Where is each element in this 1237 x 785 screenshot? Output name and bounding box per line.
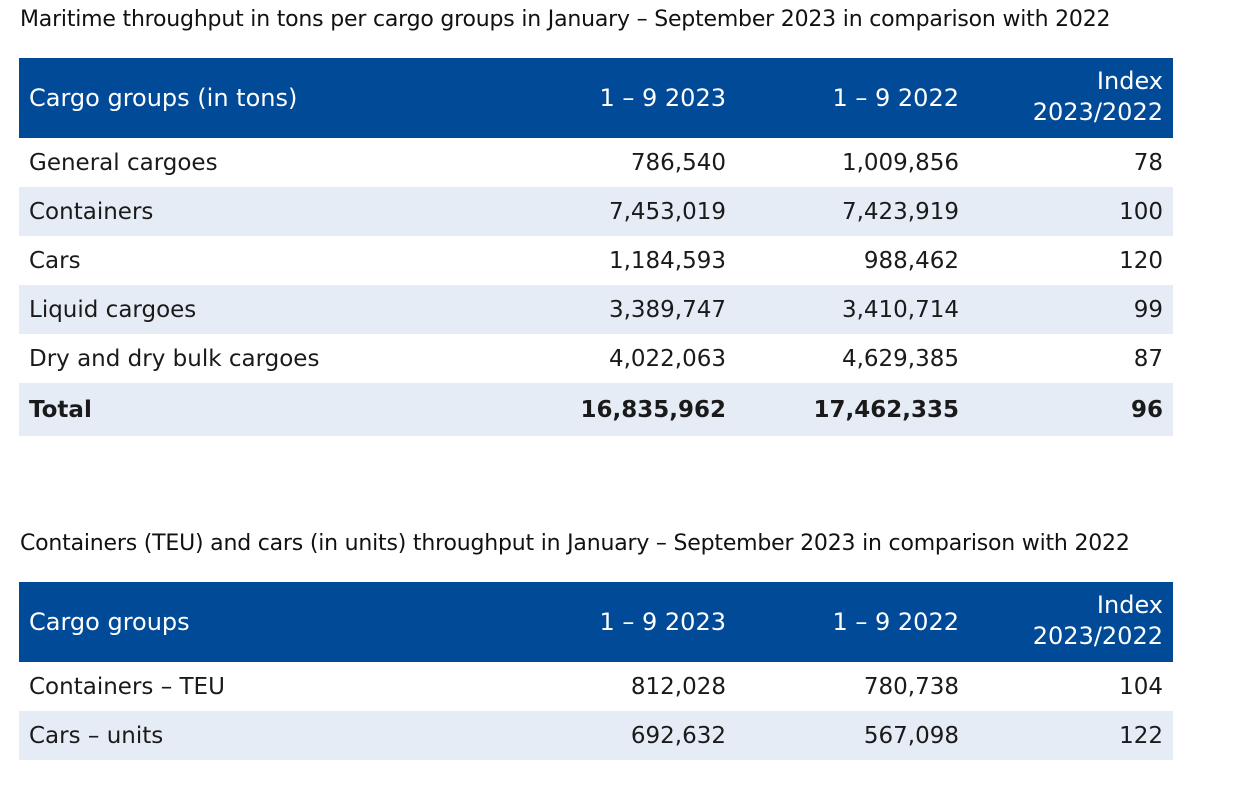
row-label: Cars – units — [29, 722, 164, 749]
row-label: Containers — [29, 198, 154, 225]
table-row: Liquid cargoes 3,389,747 3,410,714 99 — [19, 285, 1173, 334]
value-2023: 4,022,063 — [608, 345, 726, 372]
header-index: Index 2023/2022 — [969, 582, 1173, 662]
header-2023: 1 – 9 2023 — [599, 83, 726, 112]
table-row: General cargoes 786,540 1,009,856 78 — [19, 138, 1173, 187]
value-index: 100 — [1119, 198, 1163, 225]
header-index-line1: Index — [1096, 67, 1163, 95]
value-2023: 786,540 — [630, 149, 726, 176]
row-label: Cars — [29, 247, 81, 274]
value-2023: 1,184,593 — [608, 247, 726, 274]
row-label: Containers – TEU — [29, 673, 225, 700]
row-label: Dry and dry bulk cargoes — [29, 345, 320, 372]
table-header-row: Cargo groups 1 – 9 2023 1 – 9 2022 Index… — [19, 582, 1173, 662]
table2-caption: Containers (TEU) and cars (in units) thr… — [20, 531, 1130, 556]
value-2023: 692,632 — [630, 722, 726, 749]
table-row: Containers – TEU 812,028 780,738 104 — [19, 662, 1173, 711]
value-index: 104 — [1119, 673, 1163, 700]
header-index: Index 2023/2022 — [969, 58, 1173, 138]
value-index: 99 — [1133, 296, 1163, 323]
header-2023: 1 – 9 2023 — [599, 607, 726, 636]
value-index: 122 — [1119, 722, 1163, 749]
header-index-line2: 2023/2022 — [1032, 98, 1163, 126]
containers-cars-units-table: Cargo groups 1 – 9 2023 1 – 9 2022 Index… — [19, 582, 1173, 760]
value-index: 120 — [1119, 247, 1163, 274]
value-index: 96 — [1130, 396, 1163, 423]
value-2023: 812,028 — [630, 673, 726, 700]
row-label: General cargoes — [29, 149, 218, 176]
value-index: 87 — [1133, 345, 1163, 372]
value-2022: 4,629,385 — [841, 345, 959, 372]
value-2023: 3,389,747 — [608, 296, 726, 323]
header-index-line1: Index — [1096, 591, 1163, 619]
cargo-tons-table: Cargo groups (in tons) 1 – 9 2023 1 – 9 … — [19, 58, 1173, 436]
header-2022: 1 – 9 2022 — [832, 83, 959, 112]
table-row: Dry and dry bulk cargoes 4,022,063 4,629… — [19, 334, 1173, 383]
value-2022: 17,462,335 — [813, 396, 959, 423]
value-2022: 988,462 — [863, 247, 959, 274]
header-cargo-groups: Cargo groups — [29, 607, 190, 636]
header-2022: 1 – 9 2022 — [832, 607, 959, 636]
table-header-row: Cargo groups (in tons) 1 – 9 2023 1 – 9 … — [19, 58, 1173, 138]
value-2022: 1,009,856 — [841, 149, 959, 176]
table-row: Cars – units 692,632 567,098 122 — [19, 711, 1173, 760]
value-2023: 16,835,962 — [580, 396, 726, 423]
value-2022: 7,423,919 — [841, 198, 959, 225]
table-row: Containers 7,453,019 7,423,919 100 — [19, 187, 1173, 236]
table-row: Cars 1,184,593 988,462 120 — [19, 236, 1173, 285]
value-2023: 7,453,019 — [608, 198, 726, 225]
value-2022: 780,738 — [863, 673, 959, 700]
header-index-line2: 2023/2022 — [1032, 622, 1163, 650]
value-index: 78 — [1133, 149, 1163, 176]
total-row: Total 16,835,962 17,462,335 96 — [19, 383, 1173, 436]
header-cargo-groups: Cargo groups (in tons) — [29, 83, 298, 112]
value-2022: 567,098 — [863, 722, 959, 749]
row-label: Liquid cargoes — [29, 296, 197, 323]
table1-caption: Maritime throughput in tons per cargo gr… — [20, 7, 1111, 32]
value-2022: 3,410,714 — [841, 296, 959, 323]
row-label: Total — [29, 396, 92, 423]
